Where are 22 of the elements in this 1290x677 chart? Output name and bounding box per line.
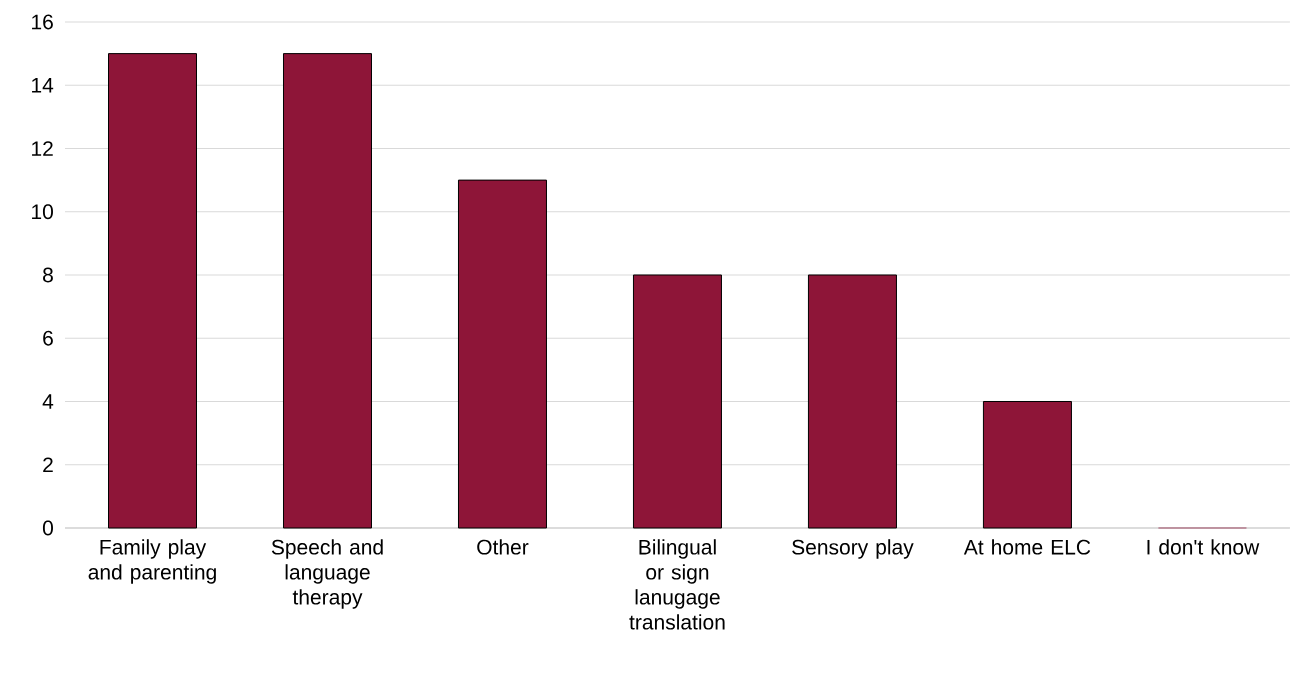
x-tick-label: Family play and parenting (88, 539, 216, 584)
y-tick-label: 8 (43, 267, 53, 283)
x-tick-label: Speech and language therapy (271, 539, 383, 609)
x-tick-label: I don't know (1147, 539, 1260, 555)
y-tick-label: 0 (42, 520, 53, 536)
y-tick-label: 10 (32, 204, 53, 220)
bar (632, 274, 722, 529)
y-tick-label: 2 (43, 457, 53, 473)
bar (282, 53, 372, 529)
x-tick-label: At home ELC (963, 539, 1091, 555)
x-tick-label: Other (477, 539, 529, 555)
bar (457, 179, 547, 529)
y-tick-label: 6 (43, 330, 53, 346)
y-tick-label: 12 (32, 141, 53, 156)
y-tick-label: 16 (32, 14, 53, 30)
y-tick-label: 4 (42, 394, 54, 409)
x-tick-label: Sensory play (792, 539, 914, 559)
bar (807, 274, 897, 529)
bar (982, 400, 1072, 529)
x-tick-label: Bilingual or sign lanugage translation (629, 539, 725, 630)
bar (108, 53, 198, 529)
y-tick-label: 14 (32, 78, 54, 93)
